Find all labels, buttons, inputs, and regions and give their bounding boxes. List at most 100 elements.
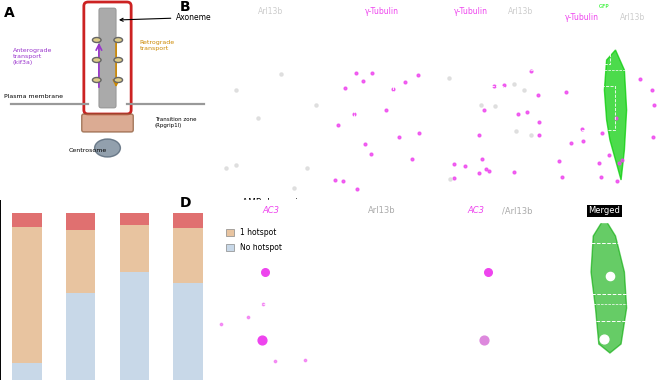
Bar xyxy=(215,0,326,24)
Ellipse shape xyxy=(92,38,101,43)
Bar xyxy=(119,225,149,272)
Text: Anterograde
transport
(kif3a): Anterograde transport (kif3a) xyxy=(13,48,52,65)
Point xyxy=(258,301,269,307)
Point xyxy=(474,170,484,176)
Point xyxy=(302,165,313,171)
Bar xyxy=(548,200,660,222)
Bar xyxy=(348,243,404,294)
Point xyxy=(480,166,491,172)
Point xyxy=(260,269,271,275)
Point xyxy=(518,87,529,93)
Text: Centrosome: Centrosome xyxy=(69,148,107,153)
Point xyxy=(340,85,350,91)
Bar xyxy=(12,226,42,363)
Text: /Arl13b: /Arl13b xyxy=(502,206,533,215)
Point xyxy=(407,155,417,162)
Bar xyxy=(438,0,548,24)
Point xyxy=(532,92,543,98)
Bar xyxy=(577,86,616,130)
Point xyxy=(482,269,493,275)
Ellipse shape xyxy=(114,38,123,43)
Bar xyxy=(560,28,610,64)
Point xyxy=(509,81,519,87)
Point xyxy=(648,102,659,108)
Point xyxy=(270,358,280,364)
Point xyxy=(257,337,267,344)
FancyBboxPatch shape xyxy=(99,8,116,108)
Bar xyxy=(119,213,149,225)
Text: Plasma membrane: Plasma membrane xyxy=(5,94,63,99)
Point xyxy=(221,165,232,171)
Ellipse shape xyxy=(92,78,101,82)
Point xyxy=(489,84,500,90)
Point xyxy=(478,107,489,113)
Point xyxy=(521,109,532,116)
Point xyxy=(253,115,263,121)
Point xyxy=(512,111,523,117)
Bar xyxy=(566,321,632,371)
Point xyxy=(526,132,537,138)
Point xyxy=(611,115,622,121)
Point xyxy=(231,87,242,93)
Bar xyxy=(12,213,42,226)
Ellipse shape xyxy=(114,57,123,62)
Point xyxy=(616,157,627,163)
Point xyxy=(534,119,544,125)
Bar xyxy=(326,200,438,222)
Point xyxy=(499,82,510,88)
Text: Axoneme: Axoneme xyxy=(120,13,212,22)
Text: Arl13b: Arl13b xyxy=(368,206,396,215)
Bar xyxy=(119,272,149,380)
Point xyxy=(368,337,378,344)
Point xyxy=(554,158,564,164)
Point xyxy=(509,169,519,175)
Text: γ-Tubulin: γ-Tubulin xyxy=(565,14,599,22)
Point xyxy=(479,337,490,344)
Point xyxy=(484,168,494,174)
Bar xyxy=(438,200,548,222)
Bar xyxy=(12,363,42,380)
Point xyxy=(648,134,659,140)
Bar xyxy=(465,86,504,130)
Point xyxy=(599,336,610,342)
Point xyxy=(471,37,482,43)
Point xyxy=(300,357,310,363)
Bar xyxy=(548,0,660,24)
Bar xyxy=(449,28,499,64)
Text: γ-Tubulin: γ-Tubulin xyxy=(365,8,399,16)
Point xyxy=(585,33,596,39)
Ellipse shape xyxy=(92,57,101,62)
Point xyxy=(510,128,521,134)
Point xyxy=(387,86,398,92)
Text: Merged: Merged xyxy=(589,206,620,215)
Bar xyxy=(66,230,96,293)
Bar xyxy=(454,321,521,371)
Point xyxy=(231,162,242,168)
Point xyxy=(445,176,455,182)
Point xyxy=(459,163,470,169)
Bar xyxy=(174,213,203,228)
Point xyxy=(635,76,645,82)
Legend: More than 1 hotspot, 1 hotspot, No hotspot: More than 1 hotspot, 1 hotspot, No hotsp… xyxy=(223,195,321,255)
Point xyxy=(605,272,615,279)
Bar xyxy=(66,293,96,380)
Point xyxy=(367,70,378,76)
Point xyxy=(338,178,348,184)
Text: B: B xyxy=(180,0,190,14)
Point xyxy=(359,141,370,147)
Point xyxy=(477,156,488,162)
Point xyxy=(612,178,622,184)
Polygon shape xyxy=(591,218,626,353)
Text: A: A xyxy=(5,6,15,20)
Ellipse shape xyxy=(94,139,120,157)
Point xyxy=(490,103,500,109)
Bar xyxy=(226,28,276,64)
Bar xyxy=(343,321,410,371)
Text: GFP: GFP xyxy=(599,3,610,8)
Bar xyxy=(460,243,515,294)
Point xyxy=(448,161,459,167)
Point xyxy=(444,75,454,81)
Bar xyxy=(354,86,393,130)
Text: AC3: AC3 xyxy=(468,206,485,215)
Text: Transition zone
(Rpgrip1l): Transition zone (Rpgrip1l) xyxy=(155,117,196,128)
